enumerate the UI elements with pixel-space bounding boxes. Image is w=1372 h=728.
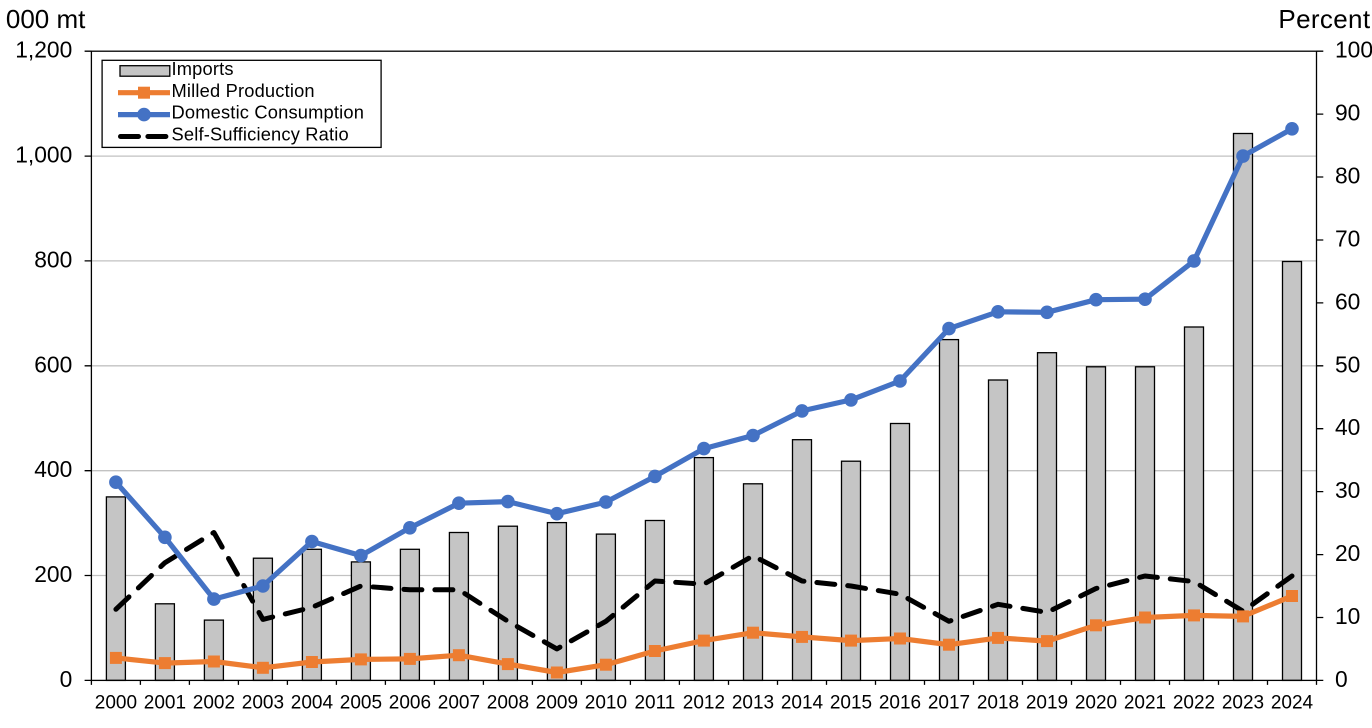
svg-text:2016: 2016: [879, 693, 921, 714]
svg-text:20: 20: [1335, 540, 1360, 566]
svg-text:2006: 2006: [389, 693, 431, 714]
svg-text:1,200: 1,200: [15, 37, 72, 63]
svg-text:2014: 2014: [781, 693, 824, 714]
svg-text:2015: 2015: [830, 693, 872, 714]
svg-text:40: 40: [1335, 414, 1360, 440]
svg-text:30: 30: [1335, 477, 1360, 503]
svg-text:2024: 2024: [1271, 693, 1314, 714]
svg-text:400: 400: [34, 456, 72, 482]
svg-text:70: 70: [1335, 226, 1360, 252]
svg-text:2001: 2001: [144, 693, 186, 714]
svg-text:2020: 2020: [1075, 693, 1117, 714]
svg-text:Domestic Consumption: Domestic Consumption: [172, 102, 365, 123]
svg-text:800: 800: [34, 246, 72, 272]
svg-text:2007: 2007: [438, 693, 480, 714]
svg-text:2008: 2008: [487, 693, 529, 714]
svg-text:600: 600: [34, 351, 72, 377]
svg-text:2010: 2010: [585, 693, 627, 714]
svg-text:Percent: Percent: [1278, 4, 1370, 34]
svg-text:100: 100: [1335, 37, 1372, 63]
svg-text:2005: 2005: [340, 693, 382, 714]
svg-text:10: 10: [1335, 603, 1360, 629]
svg-text:60: 60: [1335, 288, 1360, 314]
svg-text:Self-Sufficiency Ratio: Self-Sufficiency Ratio: [172, 124, 349, 145]
svg-text:2003: 2003: [242, 693, 284, 714]
svg-text:Milled Production: Milled Production: [172, 80, 315, 101]
svg-text:2011: 2011: [634, 693, 675, 714]
svg-text:2019: 2019: [1026, 693, 1068, 714]
svg-text:2004: 2004: [291, 693, 334, 714]
svg-text:Imports: Imports: [172, 58, 234, 79]
svg-text:000 mt: 000 mt: [6, 4, 86, 34]
svg-text:2009: 2009: [536, 693, 578, 714]
svg-text:0: 0: [60, 666, 73, 692]
svg-text:90: 90: [1335, 100, 1360, 126]
svg-text:2021: 2021: [1124, 693, 1166, 714]
svg-text:200: 200: [34, 561, 72, 587]
svg-text:2023: 2023: [1222, 693, 1264, 714]
svg-text:1,000: 1,000: [15, 142, 72, 168]
svg-text:2018: 2018: [977, 693, 1019, 714]
svg-text:0: 0: [1335, 666, 1348, 692]
svg-text:2000: 2000: [95, 693, 137, 714]
svg-text:2002: 2002: [193, 693, 235, 714]
svg-text:2013: 2013: [732, 693, 774, 714]
svg-text:2017: 2017: [928, 693, 970, 714]
svg-text:80: 80: [1335, 163, 1360, 189]
svg-text:2012: 2012: [683, 693, 725, 714]
svg-text:2022: 2022: [1173, 693, 1215, 714]
svg-text:50: 50: [1335, 351, 1360, 377]
